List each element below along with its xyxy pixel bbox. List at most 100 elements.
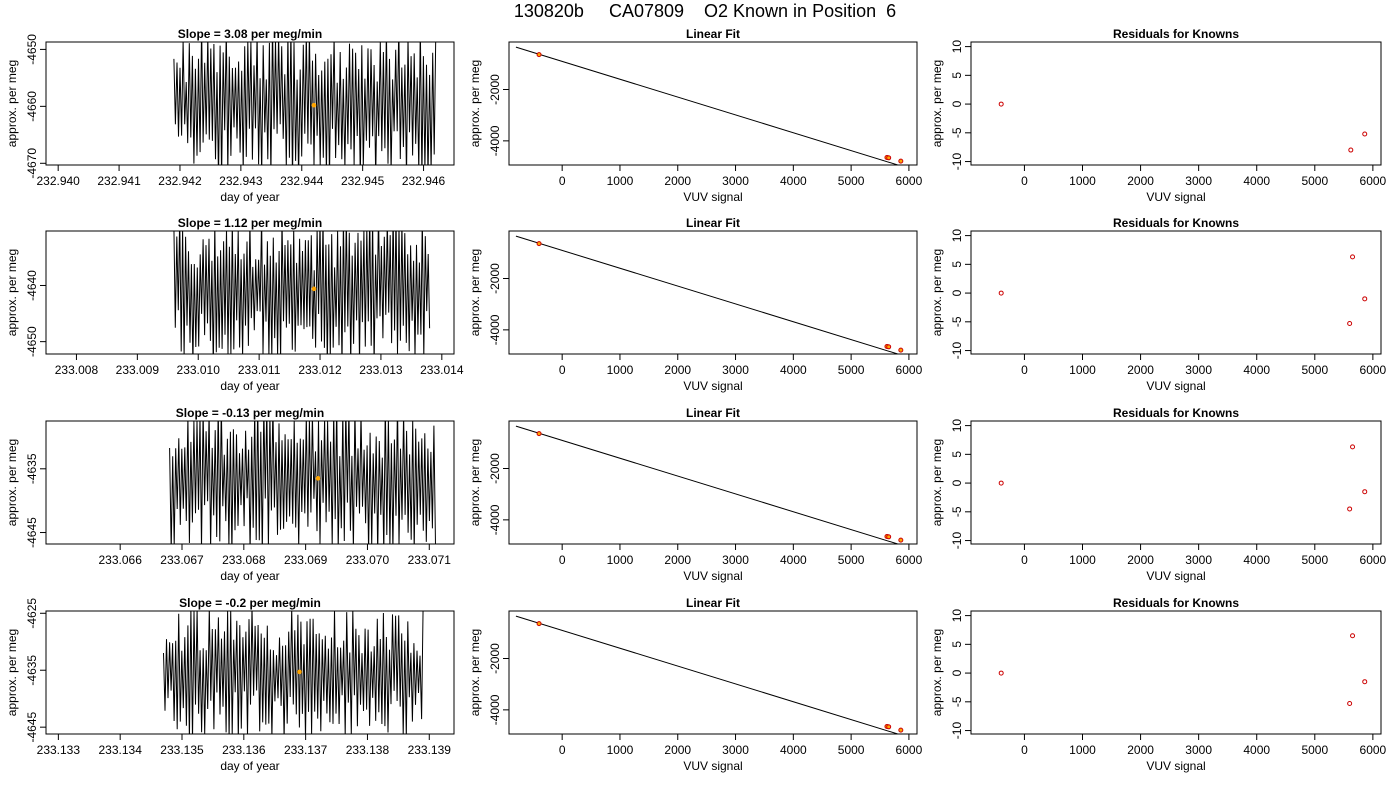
- y-tick-label: -4650: [25, 326, 39, 357]
- panel-linear_fit-1: Linear Fit 0 1000 2000 3000 4000 5000 6000 -4000…: [468, 27, 923, 204]
- x-tick-label: 5000: [838, 553, 865, 567]
- x-tick-label: 6000: [1360, 363, 1387, 377]
- panel-title: Slope = -0.2 per meg/min: [179, 596, 321, 610]
- x-tick-label: 5000: [1301, 363, 1328, 377]
- y-tick-label: -2000: [488, 643, 502, 674]
- x-tick-label: 0: [1021, 553, 1028, 567]
- x-tick-label: 2000: [1127, 553, 1154, 567]
- y-tick-label: 10: [950, 609, 964, 623]
- data-layer: [998, 101, 1368, 153]
- x-tick-label: 232.940: [36, 174, 80, 188]
- data-layer: [515, 235, 904, 354]
- y-tick-label: -4645: [25, 712, 39, 743]
- data-point: [886, 534, 892, 540]
- x-tick-label: 2000: [1127, 743, 1154, 757]
- highlight-point: [297, 669, 302, 675]
- y-tick-label: -5: [950, 316, 964, 327]
- plot-frame: [508, 41, 918, 166]
- highlight-point: [315, 476, 321, 481]
- x-tick-label: 1000: [1069, 553, 1096, 567]
- x-tick-label: 5000: [838, 174, 865, 188]
- x-tick-label: 4000: [1243, 363, 1270, 377]
- y-tick-label: 0: [950, 289, 964, 296]
- y-tick-label: -4645: [25, 517, 39, 548]
- plot-frame: [970, 41, 1382, 166]
- data-point: [1347, 506, 1353, 512]
- y-tick-label: -10: [950, 532, 964, 550]
- panel-title: Linear Fit: [686, 27, 740, 41]
- x-axis-label: VUV signal: [1146, 379, 1205, 393]
- x-tick-label: 233.012: [298, 363, 342, 377]
- panel-timeseries-4: Slope = -0.2 per meg/min 233.133 233.134 23…: [5, 596, 455, 773]
- y-axis-label: approx. per meg: [468, 249, 482, 336]
- panel-linear_fit-2: Linear Fit 0 1000 2000 3000 4000 5000 6000 -4000…: [468, 216, 923, 393]
- panel-linear_fit-4: Linear Fit 0 1000 2000 3000 4000 5000 6000 -4000…: [468, 596, 923, 773]
- x-tick-label: 5000: [1301, 743, 1328, 757]
- data-trace: [163, 611, 424, 734]
- data-layer: [998, 633, 1368, 707]
- data-point: [1350, 633, 1356, 639]
- x-axis-label: day of year: [220, 759, 279, 773]
- x-tick-label: 1000: [1069, 363, 1096, 377]
- panel-title: Linear Fit: [686, 216, 740, 230]
- x-tick-label: 2000: [664, 174, 691, 188]
- data-point: [536, 52, 542, 58]
- panel-title: Linear Fit: [686, 406, 740, 420]
- y-tick-label: -4625: [25, 598, 39, 629]
- y-tick-label: -10: [950, 722, 964, 740]
- x-tick-label: 6000: [896, 553, 923, 567]
- y-axis-label: approx. per meg: [468, 439, 482, 526]
- x-axis-label: VUV signal: [683, 569, 742, 583]
- data-point-fill: [537, 431, 541, 436]
- data-point-fill: [899, 159, 903, 163]
- panel-timeseries-2: Slope = 1.12 per meg/min 233.008 233.009 23…: [5, 216, 464, 393]
- data-point: [886, 724, 892, 730]
- highlight-point: [311, 286, 317, 292]
- x-tick-label: 2000: [664, 363, 691, 377]
- data-point: [1347, 701, 1353, 707]
- x-tick-label: 232.942: [158, 174, 202, 188]
- x-tick-label: 6000: [1360, 743, 1387, 757]
- x-tick-label: 0: [559, 553, 566, 567]
- data-point: [1350, 444, 1356, 450]
- x-axis-label: day of year: [220, 569, 279, 583]
- plot-frame: [970, 230, 1382, 355]
- y-tick-label: -10: [950, 342, 964, 360]
- x-tick-label: 233.013: [359, 363, 403, 377]
- x-tick-label: 4000: [1243, 743, 1270, 757]
- fit-line: [515, 425, 900, 544]
- y-axis-label: approx. per meg: [5, 629, 19, 716]
- panel-residuals-1: Residuals for Knowns 0 1000 2000 3000 4000 500…: [930, 27, 1387, 204]
- y-tick-label: -4660: [25, 91, 39, 122]
- x-tick-label: 233.068: [222, 553, 266, 567]
- y-tick-label: 5: [950, 72, 964, 79]
- data-point: [1348, 147, 1354, 153]
- x-tick-label: 0: [1021, 174, 1028, 188]
- panel-title: Residuals for Knowns: [1113, 27, 1239, 41]
- y-tick-label: 5: [950, 261, 964, 268]
- y-axis-label: approx. per meg: [5, 439, 19, 526]
- x-tick-label: 4000: [780, 174, 807, 188]
- panel-title: Linear Fit: [686, 596, 740, 610]
- data-point: [886, 344, 892, 350]
- panel-residuals-4: Residuals for Knowns 0 1000 2000 3000 4000 500…: [930, 596, 1387, 773]
- y-tick-label: -5: [950, 127, 964, 138]
- x-tick-label: 1000: [1069, 174, 1096, 188]
- data-layer: [998, 254, 1368, 327]
- y-tick-label: -4000: [488, 125, 502, 156]
- panel-residuals-2: Residuals for Knowns 0 1000 2000 3000 4000 500…: [930, 216, 1387, 393]
- x-tick-label: 6000: [896, 363, 923, 377]
- x-tick-label: 3000: [1185, 363, 1212, 377]
- fit-line: [515, 235, 900, 354]
- panel-title: Slope = -0.13 per meg/min: [176, 406, 324, 420]
- x-tick-label: 3000: [722, 553, 749, 567]
- x-tick-label: 233.071: [408, 553, 452, 567]
- panel-timeseries-1: Slope = 3.08 per meg/min 232.940 232.941 23…: [5, 27, 455, 204]
- y-tick-label: -4640: [25, 270, 39, 301]
- panel-title: Residuals for Knowns: [1113, 406, 1239, 420]
- y-tick-label: -4635: [25, 655, 39, 686]
- x-tick-label: 233.137: [284, 743, 328, 757]
- data-point: [1347, 321, 1353, 327]
- y-axis-label: approx. per meg: [930, 629, 944, 716]
- panel-linear_fit-3: Linear Fit 0 1000 2000 3000 4000 5000 6000 -4000…: [468, 406, 923, 583]
